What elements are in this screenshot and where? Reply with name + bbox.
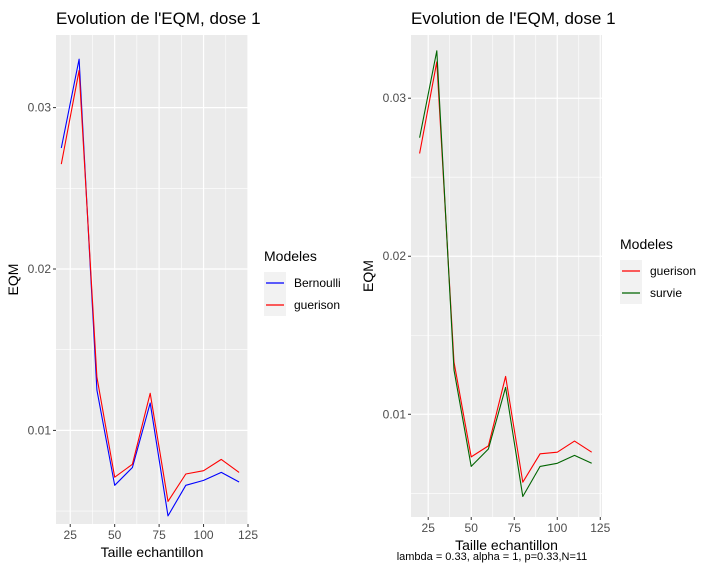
series-line-guerison — [60, 69, 240, 502]
x-tick-label: 125 — [590, 521, 610, 535]
y-tick-label: 0.02 — [28, 262, 52, 276]
x-tick-label: 25 — [422, 521, 436, 535]
y-tick-label: 0.01 — [28, 423, 52, 437]
plot-background — [411, 35, 602, 517]
x-tick-label: 75 — [152, 528, 166, 542]
series-line-survie — [419, 50, 592, 498]
x-tick-label: 100 — [547, 521, 567, 535]
chart-panel-1: Evolution de l'EQM, dose 1 25 50 75 100 125 0.… — [5, 9, 341, 560]
x-axis-label: Taille echantillon — [101, 544, 204, 560]
chart-title: Evolution de l'EQM, dose 1 — [56, 9, 261, 28]
plot-background — [56, 35, 248, 524]
y-tick-label: 0.03 — [383, 91, 407, 105]
chart-title: Evolution de l'EQM, dose 1 — [411, 9, 616, 28]
legend-title: Modeles — [264, 248, 317, 264]
x-tick-label: 50 — [465, 521, 479, 535]
legend: Modeles guerison survie — [620, 236, 696, 304]
legend-label-guerison: guerison — [294, 298, 340, 312]
chart-panel-2: Evolution de l'EQM, dose 1 25 50 75 100 125 0.… — [360, 9, 696, 563]
x-tick-label: 25 — [64, 528, 78, 542]
y-tick-label: 0.03 — [28, 101, 52, 115]
legend-label-survie: survie — [650, 286, 682, 300]
y-axis-label: EQM — [5, 264, 21, 296]
legend: Modeles Bernoulli guerison — [264, 248, 341, 316]
legend-label-guerison: guerison — [650, 264, 696, 278]
x-tick-label: 75 — [508, 521, 522, 535]
x-tick-label: 50 — [108, 528, 122, 542]
caption: lambda = 0.33, alpha = 1, p=0.33,N=11 — [397, 551, 588, 563]
x-tick-label: 125 — [238, 528, 258, 542]
legend-title: Modeles — [620, 236, 673, 252]
y-axis-label: EQM — [360, 260, 376, 292]
x-tick-label: 100 — [194, 528, 214, 542]
x-axis-label: Taille echantillon — [455, 537, 558, 553]
y-tick-label: 0.01 — [383, 407, 407, 421]
legend-label-bernoulli: Bernoulli — [294, 276, 341, 290]
y-tick-label: 0.02 — [383, 249, 407, 263]
